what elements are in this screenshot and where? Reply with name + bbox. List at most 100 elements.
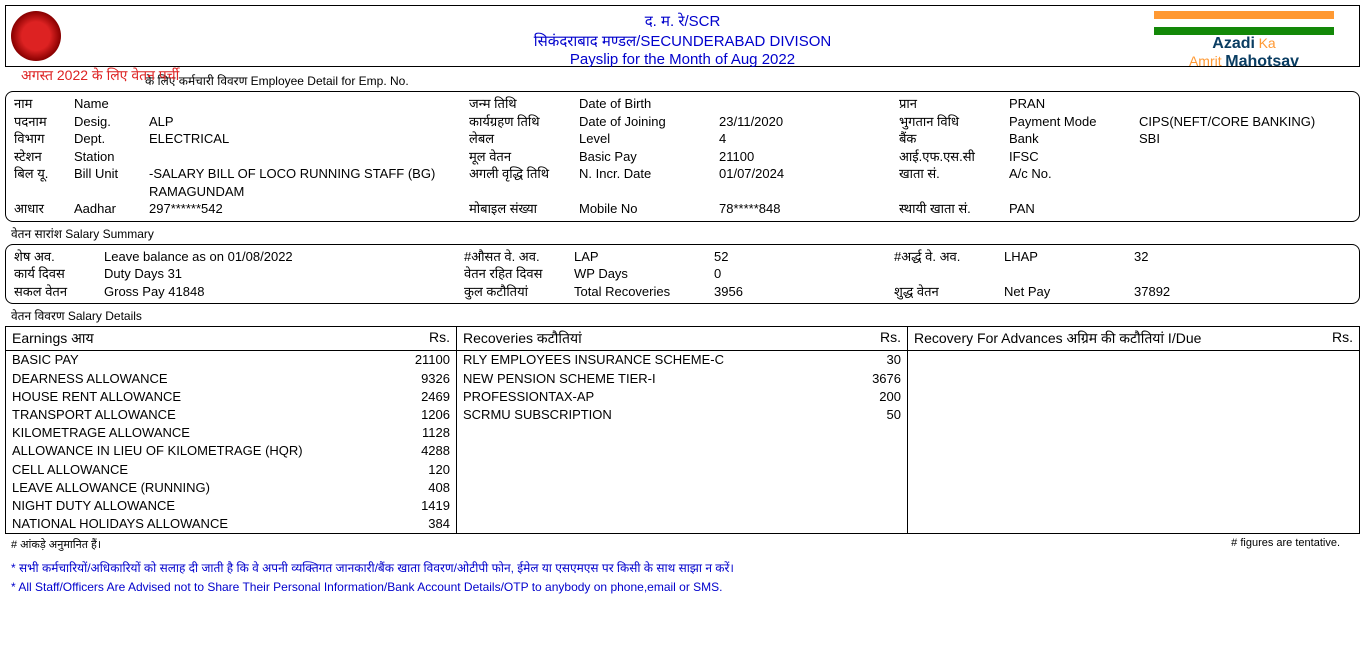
- earning-line: CELL ALLOWANCE 120: [6, 461, 456, 479]
- value: [149, 148, 469, 166]
- earning-amount: 408: [428, 479, 450, 497]
- amrit-text: Amrit: [1189, 53, 1222, 69]
- eng-label: Net Pay: [1004, 283, 1134, 301]
- hindi-label: मूल वेतन: [469, 148, 579, 166]
- footnote-right: # figures are tentative.: [1231, 537, 1340, 552]
- value: 21100: [719, 148, 899, 166]
- recovery-line: PROFESSIONTAX-AP200: [457, 388, 907, 406]
- flag-icon: [1154, 11, 1334, 35]
- hindi-label: अगली वृद्धि तिथि: [469, 165, 579, 200]
- hindi-label: जन्म तिथि: [469, 95, 579, 113]
- recovery-line: RLY EMPLOYEES INSURANCE SCHEME-C30: [457, 351, 907, 369]
- value: 23/11/2020: [719, 113, 899, 131]
- hindi-label: [894, 265, 1004, 283]
- value: SBI: [1139, 130, 1365, 148]
- hindi-label: बैंक: [899, 130, 1009, 148]
- earning-amount: 384: [428, 515, 450, 533]
- hindi-label: बिल यू.: [14, 165, 74, 200]
- eng-label: Duty Days 31: [104, 265, 464, 283]
- earning-label: KILOMETRAGE ALLOWANCE: [12, 424, 190, 442]
- earnings-label: Earnings आय: [12, 329, 94, 348]
- value: 3956: [714, 283, 894, 301]
- recovery-label: NEW PENSION SCHEME TIER-I: [463, 370, 656, 388]
- earning-line: LEAVE ALLOWANCE (RUNNING) 408: [6, 479, 456, 497]
- azadi-text: Azadi: [1212, 35, 1255, 52]
- eng-label: Level: [579, 130, 719, 148]
- eng-label: PAN: [1009, 200, 1139, 218]
- recovery-amount: 50: [887, 406, 901, 424]
- emp-row: बिल यू.Bill Unit -SALARY BILL OF LOCO RU…: [14, 165, 1351, 200]
- details-title: वेतन विवरण Salary Details: [11, 307, 1360, 324]
- mahotsav-text: Mahotsav: [1225, 53, 1299, 70]
- recoveries-column: Recoveries कटौतियां Rs. RLY EMPLOYEES IN…: [457, 327, 908, 533]
- eng-label: Mobile No: [579, 200, 719, 218]
- rs-label: Rs.: [1332, 329, 1353, 348]
- earnings-column: Earnings आय Rs. BASIC PAY21100DEARNESS A…: [6, 327, 457, 533]
- hindi-label: कुल कटौतियां: [464, 283, 574, 301]
- rs-label: Rs.: [429, 329, 450, 348]
- earning-label: ALLOWANCE IN LIEU OF KILOMETRAGE (HQR): [12, 442, 303, 460]
- emp-row: विभागDept.ELECTRICALलेबलLevel4बैंकBankSB…: [14, 130, 1351, 148]
- emp-row: नामNameजन्म तिथिDate of Birthप्रानPRAN: [14, 95, 1351, 113]
- eng-label: A/c No.: [1009, 165, 1139, 200]
- value: [149, 95, 469, 113]
- eng-label: Date of Birth: [579, 95, 719, 113]
- azadi-logo: Azadi Ka Amrit Mahotsav: [1139, 11, 1349, 71]
- advances-label: Recovery For Advances अग्रिम की कटौतियां…: [914, 329, 1201, 348]
- header: अगस्त 2022 के लिए वेतन पर्ची द. म. रे/SC…: [5, 5, 1360, 67]
- eng-label: Aadhar: [74, 200, 149, 218]
- earning-label: TRANSPORT ALLOWANCE: [12, 406, 176, 424]
- footnote-left: # आंकड़े अनुमानित हैं।: [11, 537, 101, 552]
- eng-label: WP Days: [574, 265, 714, 283]
- hindi-label: वेतन रहित दिवस: [464, 265, 574, 283]
- hindi-label: प्रान: [899, 95, 1009, 113]
- recovery-label: SCRMU SUBSCRIPTION: [463, 406, 612, 424]
- eng-label: Payment Mode: [1009, 113, 1139, 131]
- hindi-label: नाम: [14, 95, 74, 113]
- advances-header: Recovery For Advances अग्रिम की कटौतियां…: [908, 327, 1359, 351]
- eng-label: Station: [74, 148, 149, 166]
- emp-row: स्टेशनStationमूल वेतनBasic Pay21100आई.एफ…: [14, 148, 1351, 166]
- value: 01/07/2024: [719, 165, 899, 200]
- eng-label: Gross Pay 41848: [104, 283, 464, 301]
- earning-amount: 4288: [421, 442, 450, 460]
- summary-row: सकल वेतनGross Pay 41848कुल कटौतियांTotal…: [14, 283, 1351, 301]
- advances-column: Recovery For Advances अग्रिम की कटौतियां…: [908, 327, 1359, 533]
- salary-summary-box: शेष अव.Leave balance as on 01/08/2022#औस…: [5, 244, 1360, 305]
- railway-logo-icon: [11, 11, 61, 61]
- rs-label: Rs.: [880, 329, 901, 348]
- earning-label: BASIC PAY: [12, 351, 79, 369]
- emp-row: पदनामDesig.ALPकार्यग्रहण तिथिDate of Joi…: [14, 113, 1351, 131]
- earning-line: KILOMETRAGE ALLOWANCE 1128: [6, 424, 456, 442]
- azadi-ka: Ka: [1259, 35, 1276, 51]
- summary-row: शेष अव.Leave balance as on 01/08/2022#औस…: [14, 248, 1351, 266]
- earning-amount: 9326: [421, 370, 450, 388]
- eng-label: Leave balance as on 01/08/2022: [104, 248, 464, 266]
- eng-label: [1004, 265, 1134, 283]
- eng-label: LAP: [574, 248, 714, 266]
- footnote-row: # आंकड़े अनुमानित हैं। # figures are ten…: [5, 534, 1360, 555]
- value: [1134, 265, 1254, 283]
- recoveries-header: Recoveries कटौतियां Rs.: [457, 327, 907, 351]
- earning-label: LEAVE ALLOWANCE (RUNNING): [12, 479, 210, 497]
- value: 32: [1134, 248, 1254, 266]
- earning-amount: 21100: [415, 351, 450, 369]
- recovery-line: SCRMU SUBSCRIPTION 50: [457, 406, 907, 424]
- earning-label: CELL ALLOWANCE: [12, 461, 128, 479]
- earning-amount: 120: [428, 461, 450, 479]
- value: [1139, 165, 1365, 200]
- hindi-label: #औसत वे. अव.: [464, 248, 574, 266]
- eng-label: Dept.: [74, 130, 149, 148]
- footnote-blue-1: * सभी कर्मचारियों/अधिकारियों को सलाह दी …: [11, 559, 1354, 576]
- hindi-label: खाता सं.: [899, 165, 1009, 200]
- hindi-label: विभाग: [14, 130, 74, 148]
- earning-amount: 1128: [422, 424, 450, 442]
- earning-line: NATIONAL HOLIDAYS ALLOWANCE384: [6, 515, 456, 533]
- earning-label: HOUSE RENT ALLOWANCE: [12, 388, 181, 406]
- eng-label: IFSC: [1009, 148, 1139, 166]
- value: 4: [719, 130, 899, 148]
- hindi-label: सकल वेतन: [14, 283, 104, 301]
- value: 37892: [1134, 283, 1254, 301]
- earning-amount: 1419: [421, 497, 450, 515]
- hindi-label: #अर्द्ध वे. अव.: [894, 248, 1004, 266]
